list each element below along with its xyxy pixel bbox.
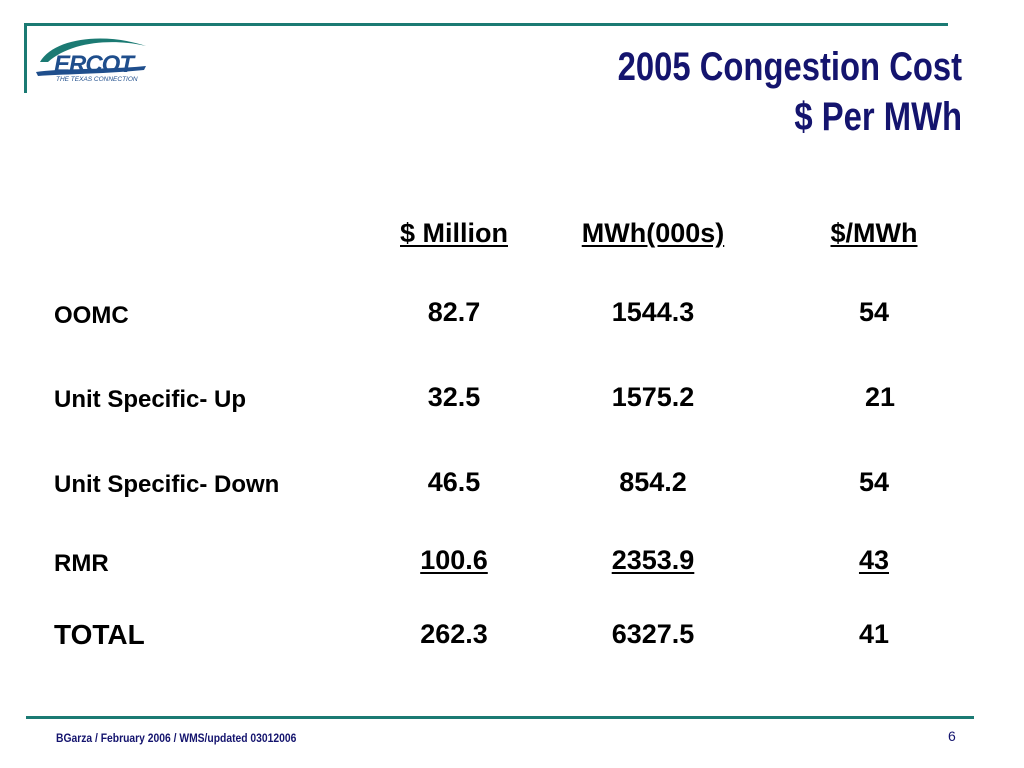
cell-rmr-per-mwh: 43 [858, 545, 890, 575]
cell-oomc-per-mwh: 54 [858, 297, 890, 327]
logo-tagline: THE TEXAS CONNECTION [56, 76, 138, 83]
row-label-unit-specific-down: Unit Specific- Down [54, 471, 280, 498]
column-header-million: $ Million [400, 218, 508, 248]
row-label-total: TOTAL [54, 619, 145, 650]
cell-unit-down-mwh: 854.2 [619, 467, 687, 497]
row-label-oomc: OOMC [54, 302, 129, 329]
logo-wordmark: ERCOT [54, 51, 134, 78]
cell-unit-down-per-mwh: 54 [858, 467, 890, 497]
cell-unit-down-million: 46.5 [427, 467, 481, 497]
page-number: 6 [948, 728, 956, 744]
cell-total-million: 262.3 [420, 619, 488, 649]
cell-rmr-mwh: 2353.9 [611, 545, 695, 575]
cell-unit-up-million: 32.5 [427, 382, 481, 412]
cell-unit-up-mwh: 1575.2 [611, 382, 695, 412]
column-header-mwh: MWh(000s) [581, 218, 725, 248]
cell-rmr-million: 100.6 [420, 545, 488, 575]
title-line-2: $ Per MWh [794, 95, 962, 139]
cell-total-mwh: 6327.5 [611, 619, 695, 649]
column-header-per-mwh: $/MWh [830, 218, 918, 248]
logo-swoosh-icon [36, 38, 146, 76]
top-rule [26, 23, 948, 26]
footer-text: BGarza / February 2006 / WMS/updated 030… [56, 731, 297, 745]
cell-oomc-million: 82.7 [427, 297, 481, 327]
row-label-rmr: RMR [54, 550, 109, 577]
bottom-rule [26, 716, 974, 719]
left-rule [24, 23, 27, 93]
cell-total-per-mwh: 41 [858, 619, 890, 649]
cell-oomc-mwh: 1544.3 [611, 297, 695, 327]
title-line-1: 2005 Congestion Cost [617, 45, 962, 89]
cell-unit-up-per-mwh: 21 [864, 382, 896, 412]
slide-title: 2005 Congestion Cost $ Per MWh [618, 42, 962, 142]
ercot-logo: ERCOT THE TEXAS CONNECTION [34, 32, 152, 88]
row-label-unit-specific-up: Unit Specific- Up [54, 386, 247, 413]
